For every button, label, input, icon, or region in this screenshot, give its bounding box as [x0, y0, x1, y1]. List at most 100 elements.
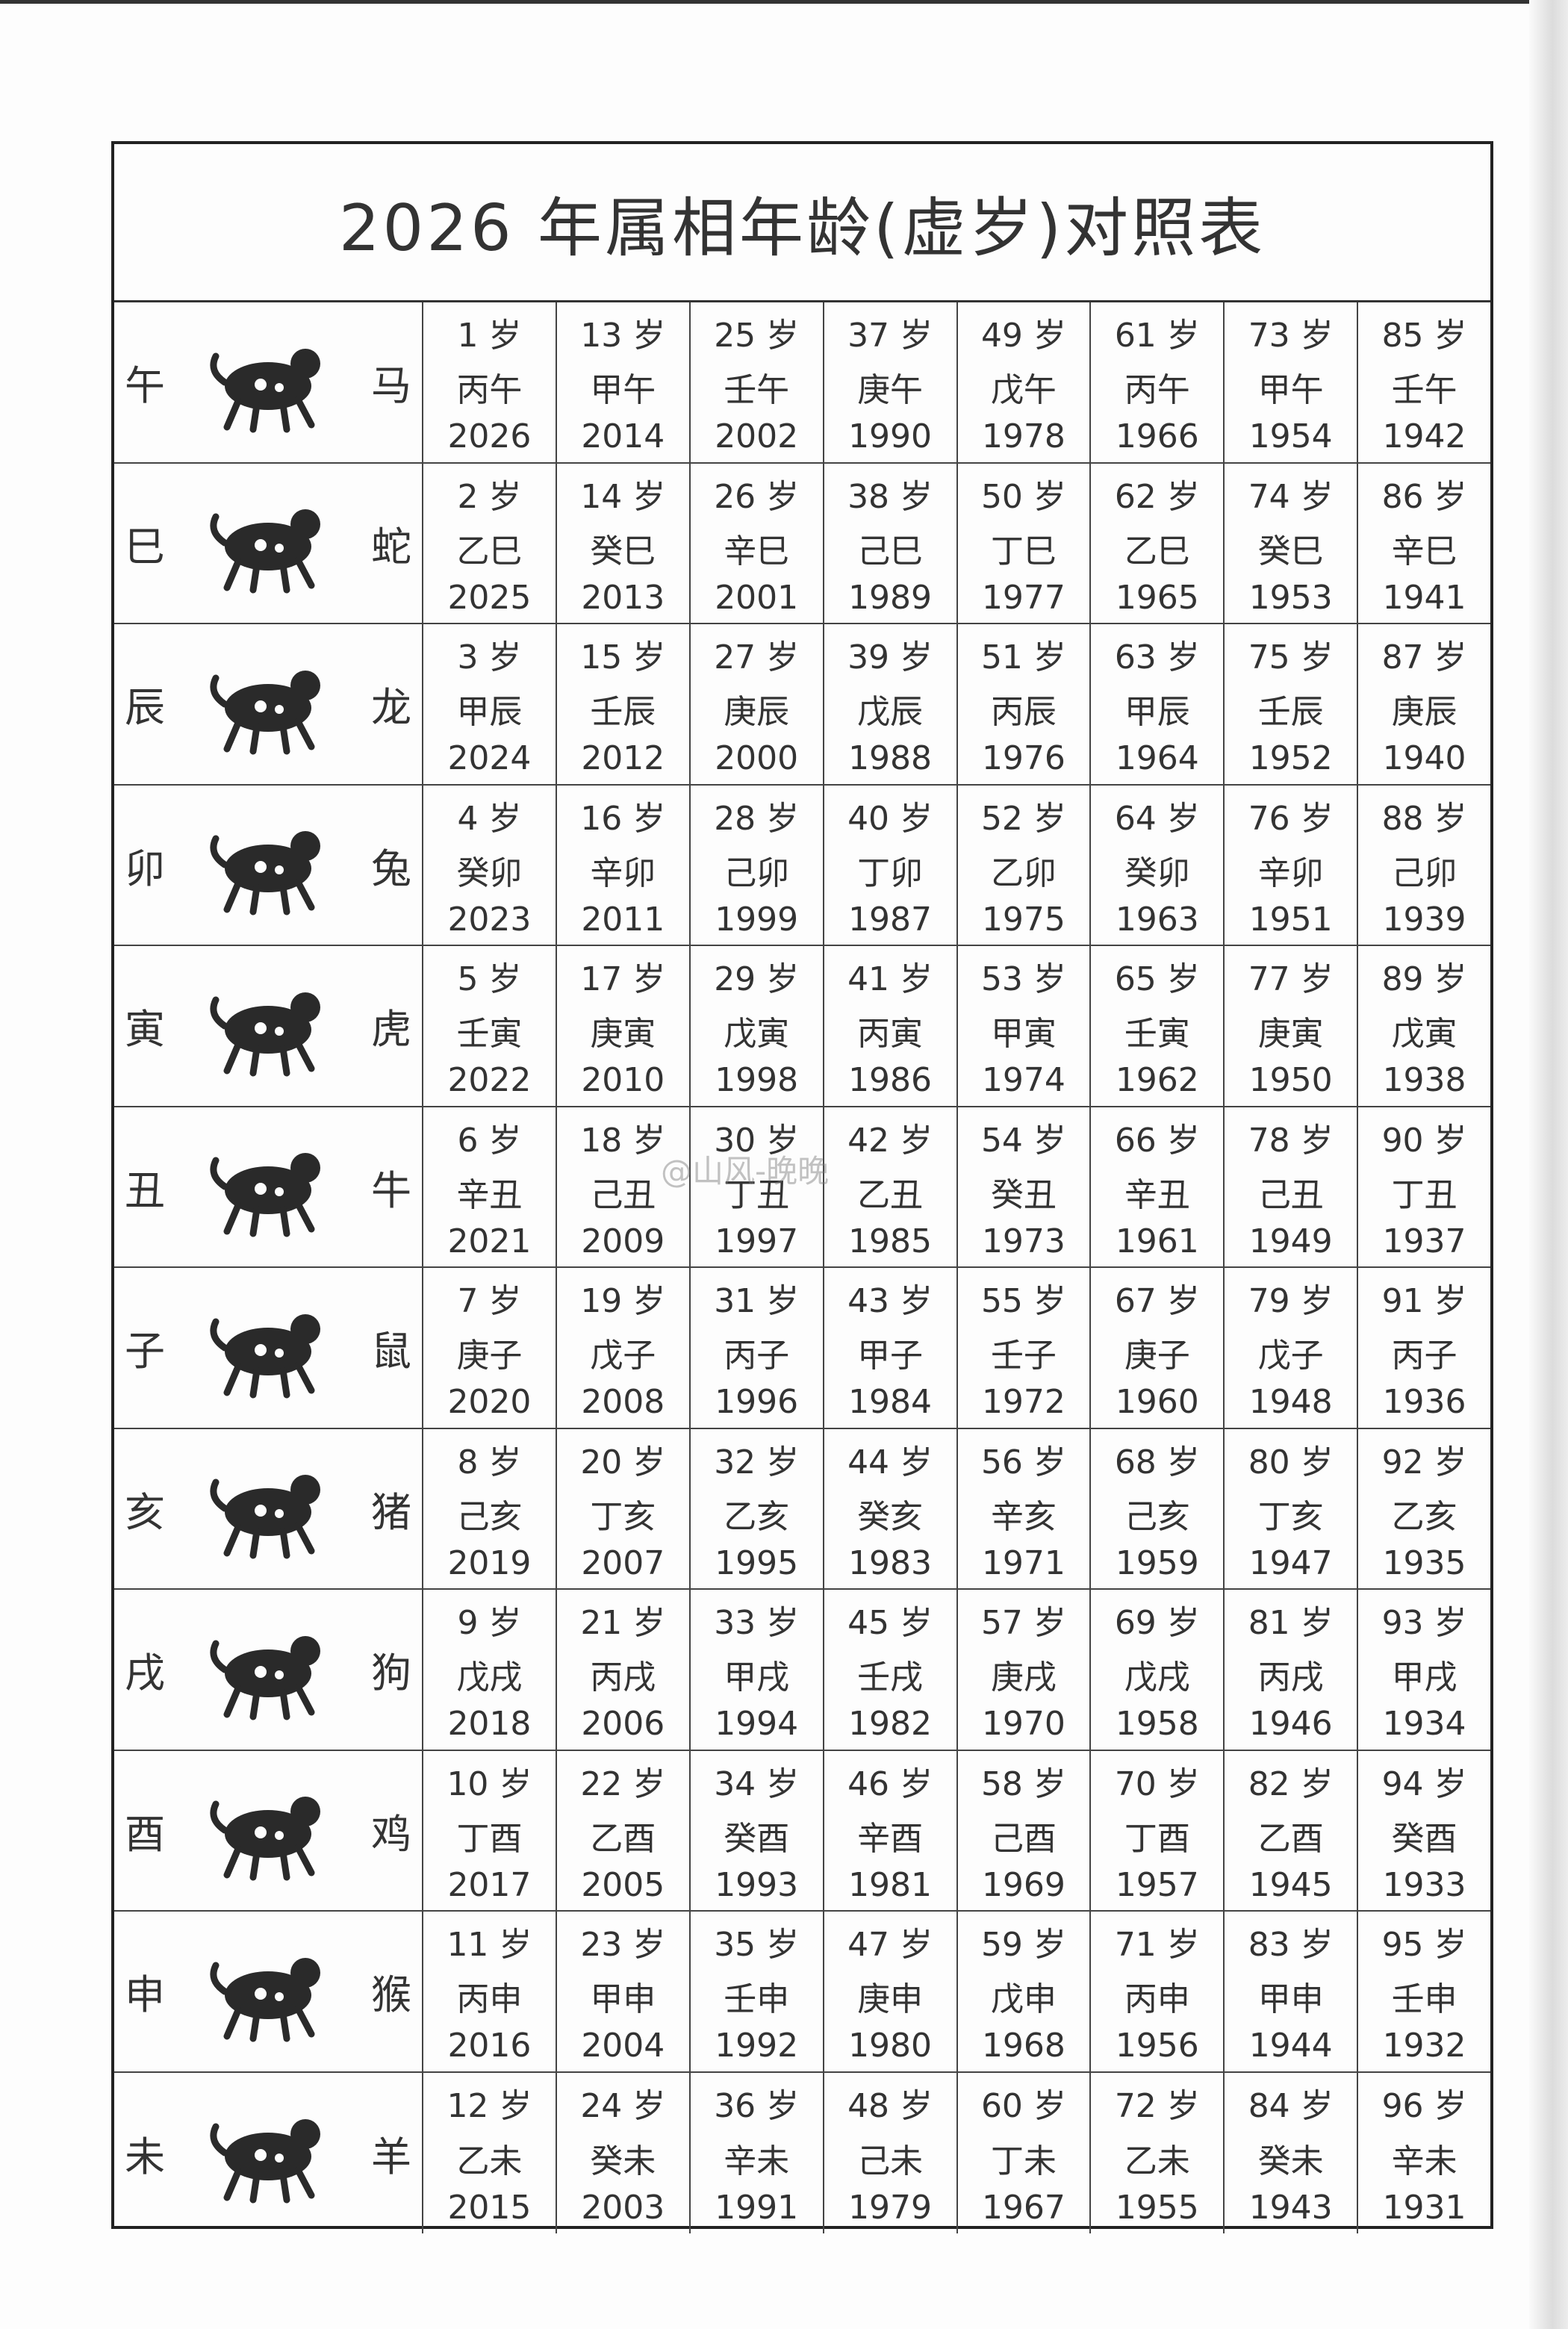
age-cell: 4 岁癸卯 2023: [423, 785, 557, 945]
birth-year: 2010: [581, 1061, 665, 1100]
rat-icon: [210, 1313, 320, 1399]
ganzhi: 庚戌: [990, 1658, 1057, 1697]
ganzhi: 癸酉: [1391, 1819, 1457, 1858]
birth-year: 1973: [981, 1222, 1065, 1260]
birth-year: 1975: [981, 900, 1065, 939]
age: 32 岁: [714, 1443, 800, 1481]
ganzhi: 乙酉: [590, 1819, 656, 1858]
birth-year: 2003: [581, 2189, 665, 2227]
age: 56 岁: [980, 1443, 1066, 1481]
age-cell: 41 岁丙寅 1986: [824, 946, 958, 1106]
ganzhi: 癸酉: [724, 1819, 790, 1858]
ganzhi: 壬戌: [857, 1658, 924, 1697]
birth-year: 1959: [1115, 1543, 1199, 1582]
age: 74 岁: [1248, 477, 1334, 516]
ganzhi: 壬申: [724, 1980, 790, 2019]
birth-year: 1967: [981, 2189, 1065, 2227]
age-cell: 10 岁丁酉 2017: [423, 1750, 557, 1910]
age-cell: 36 岁辛未 1991: [691, 2072, 824, 2233]
ganzhi: 己丑: [1257, 1175, 1324, 1214]
birth-year: 1963: [1115, 900, 1199, 939]
zodiac-cell: 丑牛: [114, 1107, 423, 1266]
age-cell: 86 岁辛巳 1941: [1358, 464, 1490, 624]
birth-year: 1977: [981, 578, 1065, 617]
ganzhi: 甲辰: [1124, 693, 1190, 732]
age: 29 岁: [714, 960, 800, 999]
ganzhi: 壬寅: [1124, 1015, 1190, 1054]
birth-year: 1971: [981, 1543, 1065, 1582]
age-cell: 84 岁癸未 1943: [1225, 2072, 1359, 2233]
ganzhi: 戊戌: [456, 1658, 523, 1697]
ganzhi: 己酉: [990, 1819, 1057, 1858]
age: 83 岁: [1248, 1926, 1334, 1965]
birth-year: 1948: [1248, 1383, 1333, 1422]
goat-icon: [210, 2119, 320, 2204]
ganzhi: 己亥: [456, 1497, 523, 1536]
ganzhi: 壬午: [1391, 371, 1457, 410]
age: 77 岁: [1248, 960, 1334, 999]
birth-year: 2011: [581, 900, 665, 939]
age: 30 岁: [714, 1121, 800, 1160]
age: 5 岁: [457, 960, 522, 999]
birth-year: 1941: [1382, 578, 1466, 617]
ganzhi: 癸巳: [590, 532, 656, 570]
age-cell: 37 岁庚午 1990: [824, 302, 958, 462]
ganzhi: 辛未: [1391, 2142, 1457, 2180]
table-row: 申猴 11 岁丙申 2016 23 岁甲申 2004 35 岁壬申 1992 47 岁庚申 19…: [114, 1912, 1490, 2073]
birth-year: 1996: [715, 1383, 799, 1422]
ganzhi: 丁未: [990, 2142, 1057, 2180]
birth-year: 1940: [1382, 739, 1466, 778]
age: 95 岁: [1381, 1926, 1467, 1965]
age-cell: 49 岁戊午 1978: [958, 302, 1092, 462]
birth-year: 2006: [581, 1705, 665, 1744]
zodiac-cell: 卯兔: [114, 785, 423, 945]
age-cell: 61 岁丙午 1966: [1091, 302, 1225, 462]
birth-year: 1993: [715, 1865, 799, 1904]
age: 7 岁: [457, 1282, 522, 1321]
ganzhi: 丁巳: [990, 532, 1057, 570]
age-cell: 50 岁丁巳 1977: [958, 463, 1092, 623]
zodiac-animal: 鼠: [371, 1328, 411, 1375]
ganzhi: 戊戌: [1124, 1658, 1190, 1697]
age: 10 岁: [447, 1764, 532, 1803]
ganzhi: 戊午: [990, 371, 1057, 410]
ganzhi: 乙亥: [1391, 1497, 1457, 1536]
age: 19 岁: [580, 1282, 666, 1321]
ganzhi: 癸丑: [990, 1175, 1057, 1214]
ganzhi: 戊寅: [724, 1015, 790, 1054]
age: 17 岁: [580, 960, 666, 999]
age-cell: 16 岁辛卯 2011: [557, 785, 691, 945]
age-cell: 85 岁壬午 1942: [1358, 302, 1490, 462]
birth-year: 1982: [848, 1705, 933, 1744]
birth-year: 1958: [1115, 1705, 1199, 1744]
age-cell: 83 岁甲申 1944: [1225, 1912, 1359, 2071]
age: 41 岁: [847, 960, 933, 999]
age-cell: 32 岁乙亥 1995: [691, 1428, 824, 1588]
birth-year: 1986: [848, 1061, 933, 1100]
age-cell: 18 岁己丑 2009: [557, 1107, 691, 1266]
birth-year: 1994: [715, 1705, 799, 1744]
age-cell: 11 岁丙申 2016: [423, 1912, 557, 2071]
age-cell: 46 岁辛酉 1981: [824, 1750, 958, 1910]
age-cell: 7 岁庚子 2020: [423, 1268, 557, 1428]
age-cell: 92 岁乙亥 1935: [1358, 1429, 1490, 1589]
horse-icon: [210, 348, 320, 433]
zodiac-animal: 鸡: [371, 1810, 411, 1858]
birth-year: 2009: [581, 1222, 665, 1260]
age: 23 岁: [580, 1926, 666, 1965]
birth-year: 1980: [848, 2027, 933, 2065]
ganzhi: 癸未: [1257, 2142, 1324, 2180]
zodiac-cell: 辰龙: [114, 624, 423, 784]
birth-year: 1937: [1382, 1222, 1466, 1260]
age-cell: 24 岁癸未 2003: [557, 2072, 691, 2233]
ganzhi: 戊寅: [1391, 1015, 1457, 1054]
birth-year: 2021: [447, 1222, 532, 1260]
birth-year: 1978: [981, 417, 1065, 456]
age-cell: 26 岁辛巳 2001: [691, 463, 824, 623]
age-cell: 73 岁甲午 1954: [1225, 302, 1359, 462]
birth-year: 2026: [447, 417, 532, 456]
birth-year: 1991: [715, 2189, 799, 2227]
